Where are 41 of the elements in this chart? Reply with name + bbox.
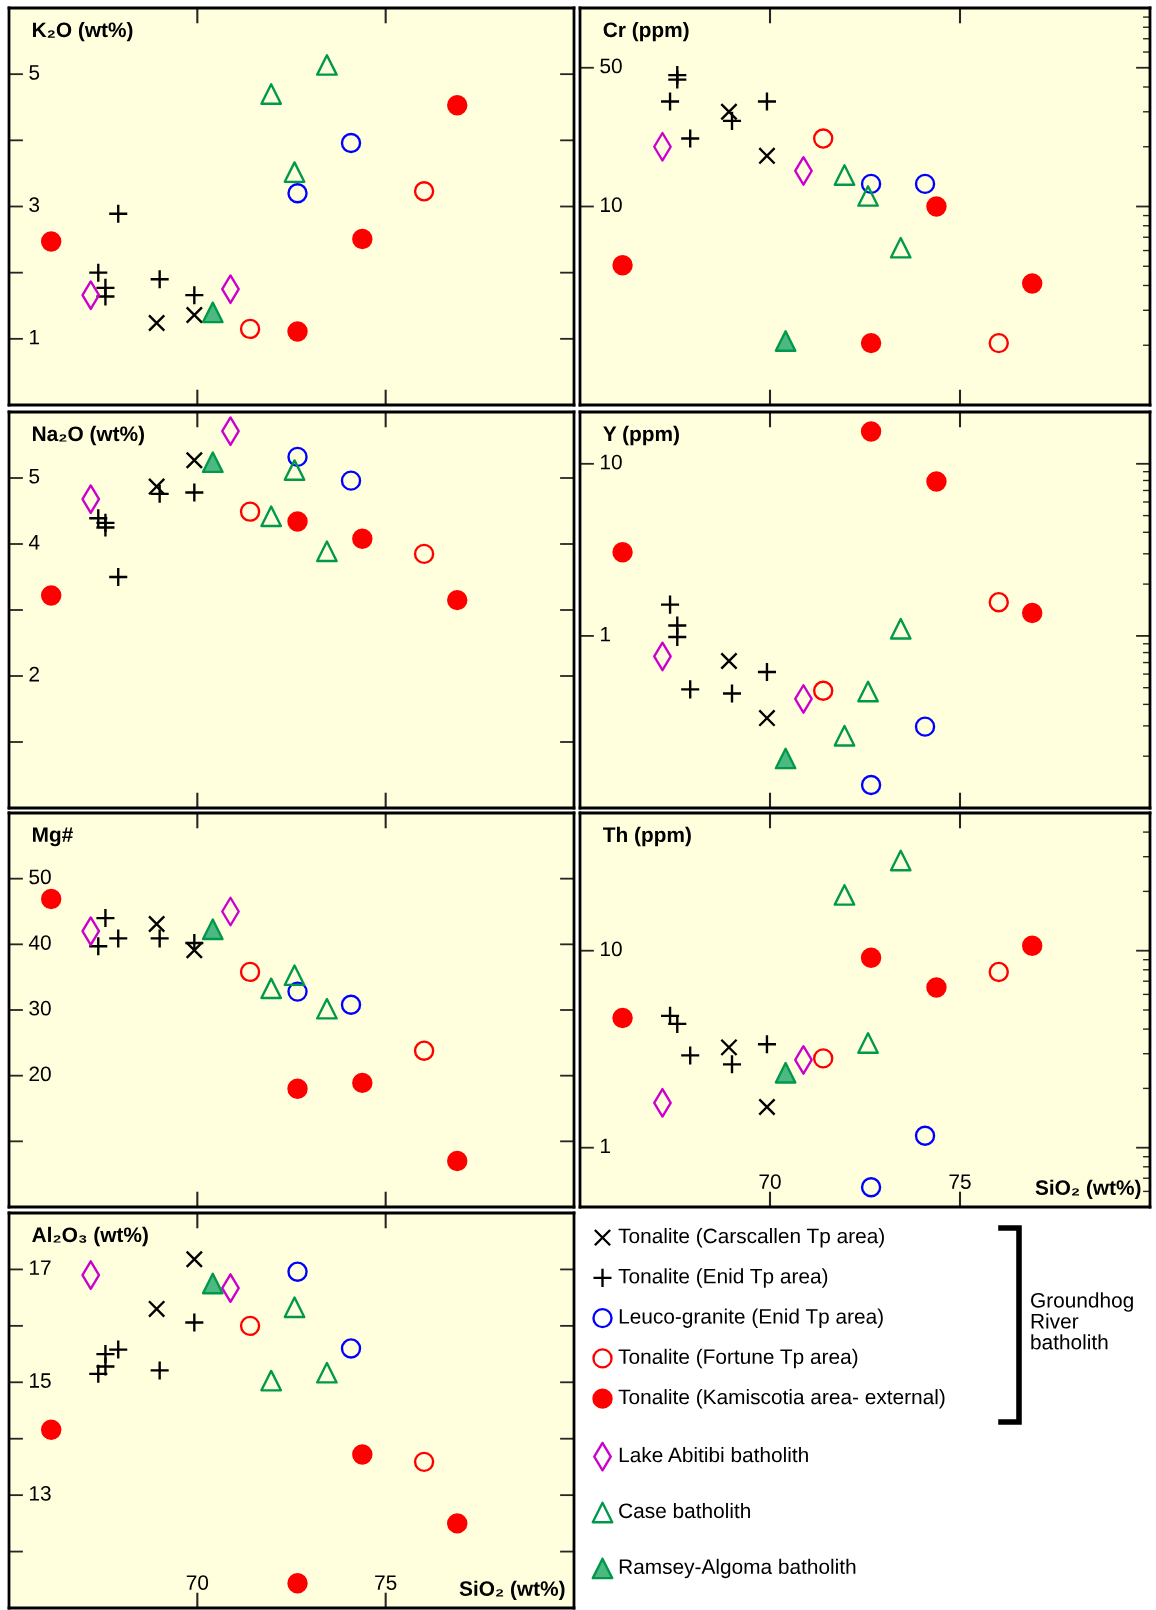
y-tick-label: 5 [29,469,40,484]
y-tick-label: 40 [28,935,51,950]
legend-label: Tonalite (Fortune Tp area) [618,1348,858,1369]
x-axis-title: SiO₂ (wt%) [1035,1179,1141,1200]
y-tick-label: 2 [29,666,39,682]
legend-label: Tonalite (Enid Tp area) [618,1268,828,1288]
y-tick-label: 1 [601,1138,611,1154]
y-tick-label: 10 [601,454,622,470]
y-tick-label: 1 [30,329,40,345]
y-axis-title: Na₂O (wt%) [32,425,144,446]
y-axis-title: K₂O (wt%) [32,21,133,42]
legend-label: Tonalite (Kamiscotia area- external) [618,1389,945,1409]
y-tick-label: 10 [601,197,622,213]
x-tick-label: 70 [186,1575,209,1590]
y-tick-label: 50 [29,869,51,885]
y-tick-label: 17 [30,1260,51,1275]
y-tick-label: 15 [30,1373,51,1388]
legend-label: Lake Abitibi batholith [619,1447,808,1463]
y-axis-title: Y (ppm) [603,425,679,446]
legend-label: Ramsey-Algoma batholith [619,1558,856,1579]
x-tick-label: 75 [375,1575,397,1590]
y-axis-title: Al₂O₃ (wt%) [32,1226,148,1247]
y-tick-label: 50 [600,58,622,74]
legend-label: Tonalite (Carscallen Tp area) [618,1228,884,1248]
y-axis-title: Th (ppm) [603,826,691,847]
legend-label: Case batholith [619,1502,750,1519]
y-axis-title: Mg# [32,827,73,847]
x-axis-title: SiO₂ (wt%) [459,1580,565,1601]
y-tick-label: 5 [29,65,40,80]
y-tick-label: 30 [29,1000,51,1016]
text: Groundhog River batholith [1031,1292,1133,1350]
y-tick-label: 3 [29,197,40,213]
y-tick-label: 1 [601,626,611,642]
y-tick-label: 10 [601,941,622,957]
y-axis-title: Cr (ppm) [603,21,689,42]
x-tick-label: 75 [949,1174,971,1189]
y-tick-label: 20 [29,1066,51,1082]
legend-label: Leuco-granite (Enid Tp area) [619,1308,883,1328]
y-tick-label: 4 [28,535,40,550]
x-tick-label: 70 [759,1174,781,1189]
y-tick-label: 13 [30,1485,51,1501]
